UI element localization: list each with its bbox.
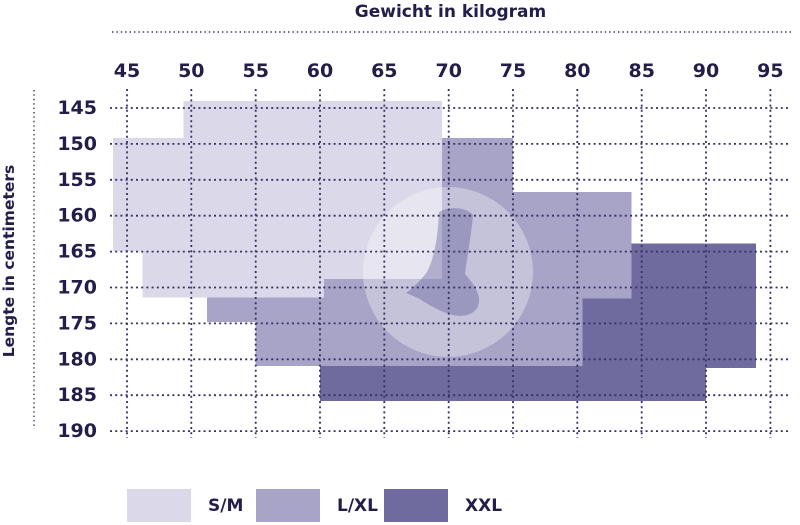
region-xxl [320,243,757,401]
x-tick-label: 90 [693,60,719,82]
region-sm [112,100,443,298]
y-tick-label: 145 [57,97,97,119]
region-lxl [206,138,632,366]
legend-item-xxl: XXL [384,489,502,522]
y-tick-label: 155 [57,169,97,191]
legend-label-sm: S/M [208,495,244,516]
legend-swatch-lxl [256,489,320,522]
y-tick-label: 175 [57,312,97,334]
legend-swatch-sm [127,489,191,522]
legend-label-xxl: XXL [465,495,503,516]
y-tick-label: 190 [57,420,97,442]
x-tick-label: 75 [500,60,526,82]
y-tick-label: 160 [57,205,97,227]
y-tick-label: 180 [57,348,97,370]
x-tick-label: 65 [371,60,397,82]
legend-label-lxl: L/XL [337,495,378,516]
x-tick-label: 95 [757,60,783,82]
legend-item-lxl: L/XL [256,489,378,522]
y-tick-label: 165 [57,241,97,263]
legend-swatch-xxl [384,489,448,522]
y-tick-label: 170 [57,277,97,299]
legend-item-sm: S/M [127,489,243,522]
x-tick-label: 50 [178,60,204,82]
x-axis-title: Gewicht in kilogram [354,2,547,22]
stocking-logo-icon [406,208,480,316]
x-tick-label: 70 [435,60,461,82]
x-tick-label: 55 [242,60,268,82]
legend: S/M L/XL XXL [0,489,800,525]
x-tick-label: 60 [307,60,333,82]
x-tick-label: 80 [564,60,590,82]
y-axis-title: Lengte in centimeters [0,164,18,358]
x-tick-label: 45 [114,60,140,82]
y-tick-label: 185 [57,384,97,406]
y-tick-label: 150 [57,133,97,155]
x-tick-label: 85 [628,60,654,82]
